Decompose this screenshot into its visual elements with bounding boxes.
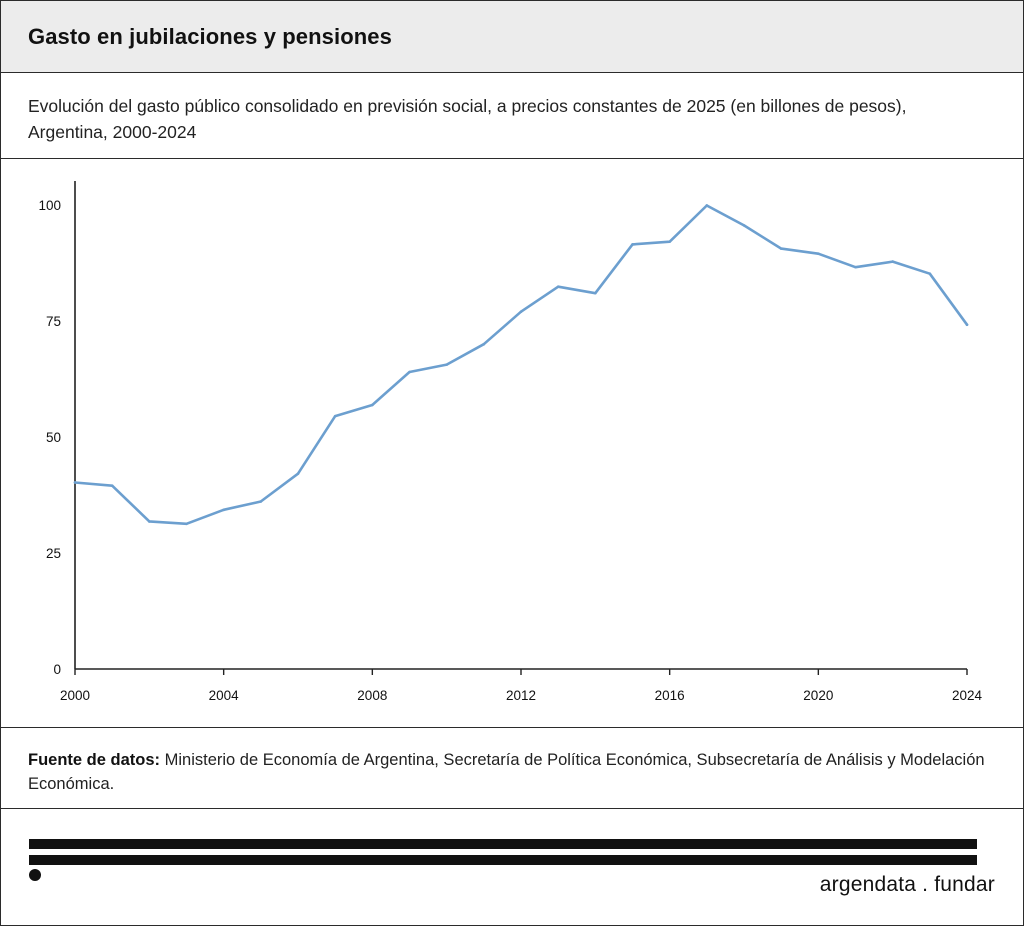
- brand-dot-icon: [29, 869, 41, 881]
- source-label: Fuente de datos:: [28, 751, 161, 769]
- data-point: [705, 204, 709, 207]
- x-tick-label: 2008: [357, 688, 387, 703]
- footer: argendata . fundar: [1, 809, 1023, 925]
- data-point: [891, 260, 894, 263]
- data-point: [594, 291, 597, 295]
- brand-stripe-bottom: [29, 855, 977, 865]
- x-tick-label: 2012: [506, 688, 536, 703]
- y-tick-label: 50: [46, 430, 61, 445]
- y-tick-label: 25: [46, 546, 61, 561]
- x-tick-label: 2016: [655, 688, 685, 703]
- data-point: [371, 403, 374, 407]
- data-point: [519, 310, 523, 314]
- data-point: [296, 472, 300, 475]
- y-tick-label: 75: [46, 314, 61, 329]
- data-point: [668, 240, 671, 243]
- data-point: [631, 243, 634, 246]
- data-point: [222, 508, 225, 512]
- data-point: [482, 342, 486, 346]
- x-tick-label: 2000: [60, 688, 90, 703]
- data-point: [185, 522, 188, 526]
- source-text: Ministerio de Economía de Argentina, Sec…: [28, 751, 985, 793]
- subtitle-section: Evolución del gasto público consolidado …: [1, 73, 1023, 159]
- x-tick-label: 2004: [209, 688, 240, 703]
- line-chart: 0 25 50 75 100 2000 2004 2008 2012 2016 2020 2024: [38, 181, 983, 703]
- chart-area: 0 25 50 75 100 2000 2004 2008 2012 2016 2020 2024: [1, 159, 1023, 728]
- data-point: [259, 500, 263, 503]
- data-point: [928, 272, 932, 275]
- data-point: [965, 323, 969, 327]
- source-note: Fuente de datos: Ministerio de Economía …: [28, 748, 988, 796]
- data-point: [779, 247, 783, 250]
- source-section: Fuente de datos: Ministerio de Economía …: [1, 728, 1023, 809]
- data-point: [854, 265, 857, 269]
- data-point: [408, 370, 411, 374]
- data-point: [333, 414, 337, 418]
- series-line: [73, 204, 969, 526]
- chart-subtitle: Evolución del gasto público consolidado …: [28, 96, 907, 142]
- data-point: [445, 363, 448, 366]
- data-point: [556, 285, 560, 288]
- y-tick-label: 0: [53, 662, 61, 677]
- data-point: [110, 484, 114, 488]
- chart-title: Gasto en jubilaciones y pensiones: [28, 24, 392, 49]
- data-point: [148, 520, 151, 523]
- x-tick-label: 2020: [803, 688, 833, 703]
- x-tick-label: 2024: [952, 688, 983, 703]
- brand-logo: argendata . fundar: [819, 873, 995, 896]
- header-bar: Gasto en jubilaciones y pensiones: [1, 1, 1023, 73]
- y-tick-label: 100: [38, 198, 61, 213]
- data-point: [817, 252, 820, 256]
- brand-stripe-top: [29, 839, 977, 849]
- data-point: [73, 481, 77, 484]
- data-point: [742, 224, 746, 227]
